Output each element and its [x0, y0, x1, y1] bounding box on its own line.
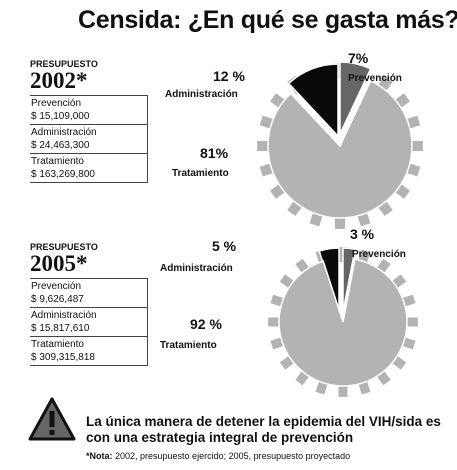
budget-item-amount: $ 15,109,000: [31, 111, 90, 122]
budget-row-tratamiento: Tratamiento $ 163,269,800: [30, 154, 147, 183]
budget-row-prevencion: Prevención $ 15,109,000: [30, 96, 147, 125]
page-title: Censida: ¿En qué se gasta más?: [78, 6, 457, 34]
budget-row-administracion: Administración $ 15,817,610: [30, 308, 147, 337]
pie-2005-pct-prevencion: 3 %: [350, 226, 375, 242]
budget-item-amount: $ 15,817,610: [31, 323, 90, 334]
budget-item-label: Prevención: [31, 98, 82, 109]
pie-2002-cat-administracion: Administración: [165, 89, 238, 100]
pie-2002-pct-prevencion: 7%: [348, 50, 369, 66]
budget-item-label: Administración: [31, 310, 97, 321]
pie-2005-cat-tratamiento: Tratamiento: [160, 340, 217, 351]
pie-2005-cat-administracion: Administración: [160, 263, 233, 274]
budget-item-amount: $ 309,315,818: [31, 352, 95, 363]
pie-2002-slice-prevencion: [339, 61, 372, 135]
pie-2005-pct-administracion: 5 %: [212, 238, 237, 254]
budget-year: 2002*: [30, 68, 88, 93]
pie-2002-cat-tratamiento: Tratamiento: [172, 168, 229, 179]
pie-2005-slice-tratamiento: [278, 258, 408, 387]
pie-2005-pct-tratamiento: 92 %: [190, 316, 222, 332]
budget-label: PRESUPUESTO: [30, 242, 98, 252]
budget-item-label: Tratamiento: [31, 156, 84, 167]
budget-row-administracion: Administración $ 24,463,300: [30, 125, 147, 154]
pie-2002-slice-tratamiento: [267, 79, 413, 219]
budget-row-prevencion: Prevención $ 9,626,487: [30, 279, 147, 308]
pie-2002-cat-prevencion: Prevención: [348, 73, 402, 84]
budget-item-label: Tratamiento: [31, 339, 84, 350]
pie-2002-slice-administracion: [287, 63, 339, 138]
budget-label: PRESUPUESTO: [30, 59, 98, 69]
budget-item-amount: $ 9,626,487: [31, 294, 84, 305]
budget-item-label: Prevención: [31, 281, 82, 292]
budget-table-2005: PRESUPUESTO 2005* Prevención $ 9,626,487…: [30, 242, 148, 366]
warning-icon: [28, 397, 76, 441]
prevention-message: La única manera de detener la epidemia d…: [86, 414, 441, 445]
budget-item-amount: $ 24,463,300: [31, 140, 90, 151]
pie-2005-slice-prevencion: [342, 247, 356, 313]
pie-2002-pct-administracion: 12 %: [213, 68, 245, 84]
pie-2002-pct-tratamiento: 81%: [200, 145, 229, 161]
footnote: *Nota: 2002, presupuesto ejercido; 2005,…: [86, 451, 351, 461]
budget-year: 2005*: [30, 251, 88, 276]
budget-item-label: Administración: [31, 127, 97, 138]
budget-row-tratamiento: Tratamiento $ 309,315,818: [30, 337, 147, 366]
budget-item-amount: $ 163,269,800: [31, 169, 95, 180]
budget-table-2002: PRESUPUESTO 2002* Prevención $ 15,109,00…: [30, 59, 148, 183]
pie-2005-cat-prevencion: Prevención: [352, 249, 406, 260]
